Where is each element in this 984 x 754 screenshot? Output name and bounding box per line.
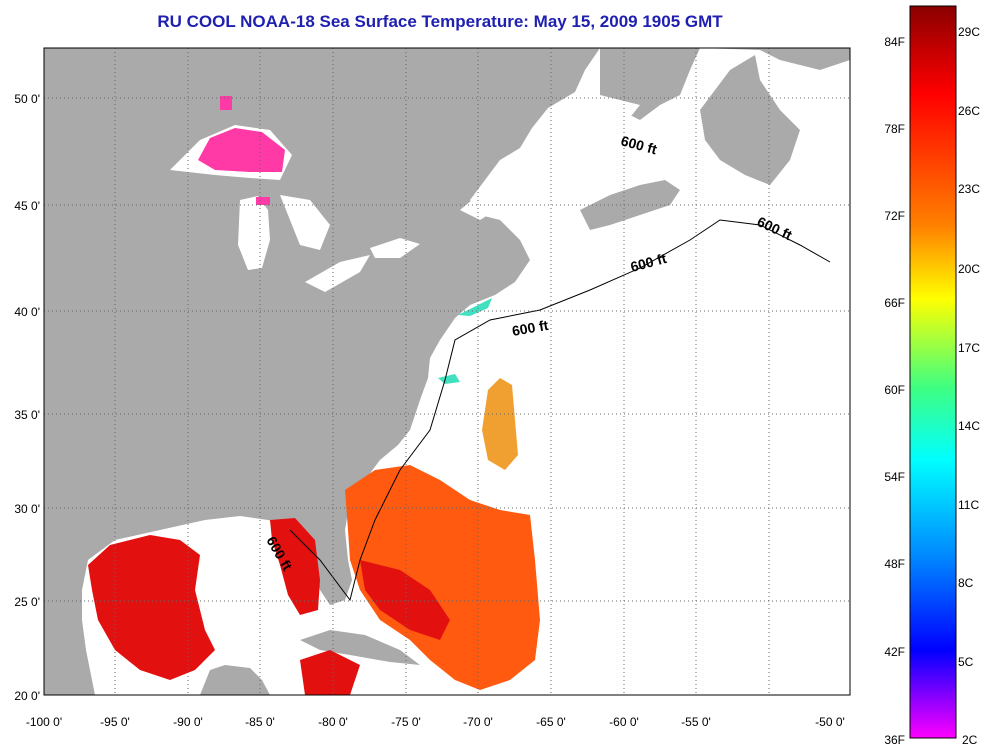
chesapeake-sst [438, 374, 460, 384]
lon-label: -50 0' [815, 715, 845, 729]
lat-label: 40 0' [14, 305, 40, 319]
f-label: 84F [884, 35, 905, 49]
labrador-land [700, 48, 850, 70]
lake-michigan [238, 196, 270, 270]
lon-label: -75 0' [391, 715, 421, 729]
lake-superior-sst [198, 128, 285, 172]
lake-michigan-north-sst [256, 197, 270, 205]
celsius-labels: 29C 26C 23C 20C 17C 14C 11C 8C 5C 2C [958, 25, 980, 747]
bahamas-sst [360, 560, 450, 640]
c-label: 11C [958, 498, 979, 512]
florida-straits-sst [300, 650, 360, 695]
lat-label: 50 0' [14, 92, 40, 106]
lake-huron [280, 195, 330, 250]
f-label: 72F [884, 209, 905, 223]
colorbar-gradient [909, 5, 957, 739]
lat-label: 25 0' [14, 595, 40, 609]
lon-label: -90 0' [173, 715, 203, 729]
long-island-sound-sst [458, 298, 492, 316]
c-label: 17C [958, 341, 980, 355]
lake-nipigon-sst [220, 96, 232, 110]
lon-label: -80 0' [318, 715, 348, 729]
yucatan-land [200, 665, 270, 695]
west-florida-shelf-sst [270, 518, 320, 615]
gulf-of-mexico-sst [88, 535, 215, 680]
c-label: 29C [958, 25, 980, 39]
lake-ontario [370, 238, 420, 258]
st-lawrence [460, 95, 640, 220]
f-label: 60F [884, 383, 905, 397]
lon-label: -100 0' [26, 715, 62, 729]
c-label: 26C [958, 104, 980, 118]
lat-label: 45 0' [14, 199, 40, 213]
f-label: 36F [884, 733, 905, 747]
isobath-label: 600 ft [511, 317, 550, 339]
isobath-600ft [289, 219, 831, 602]
sargasso-orange-sst [482, 378, 518, 470]
lake-erie [305, 255, 370, 292]
c-label: 23C [958, 182, 980, 196]
lon-label: -65 0' [536, 715, 566, 729]
lon-label: -95 0' [100, 715, 130, 729]
cuba-land [300, 630, 420, 665]
lon-label: -55 0' [681, 715, 711, 729]
c-label: 2C [962, 733, 978, 747]
longitude-labels: -100 0' -95 0' -90 0' -85 0' -80 0' -75 … [26, 715, 845, 729]
c-label: 20C [958, 262, 980, 276]
c-label: 14C [958, 419, 980, 433]
lat-label: 30 0' [14, 502, 40, 516]
lon-label: -85 0' [245, 715, 275, 729]
lon-label: -60 0' [609, 715, 639, 729]
f-label: 42F [884, 645, 905, 659]
lat-label: 20 0' [14, 689, 40, 703]
lat-label: 35 0' [14, 408, 40, 422]
map-frame [43, 47, 851, 696]
c-label: 8C [958, 576, 974, 590]
lon-label: -70 0' [463, 715, 493, 729]
f-label: 66F [884, 296, 905, 310]
nova-scotia-land [580, 180, 680, 230]
f-label: 54F [884, 470, 905, 484]
fahrenheit-labels: 84F 78F 72F 66F 60F 54F 48F 42F 36F [884, 35, 905, 747]
c-label: 5C [958, 655, 974, 669]
f-label: 78F [884, 122, 905, 136]
latitude-labels: 50 0' 45 0' 40 0' 35 0' 30 0' 25 0' 20 0… [14, 92, 40, 703]
newfoundland-land [700, 55, 800, 185]
f-label: 48F [884, 557, 905, 571]
atlantic-gulf-stream-sst [345, 465, 540, 690]
map-title: RU COOL NOAA-18 Sea Surface Temperature:… [157, 12, 723, 31]
